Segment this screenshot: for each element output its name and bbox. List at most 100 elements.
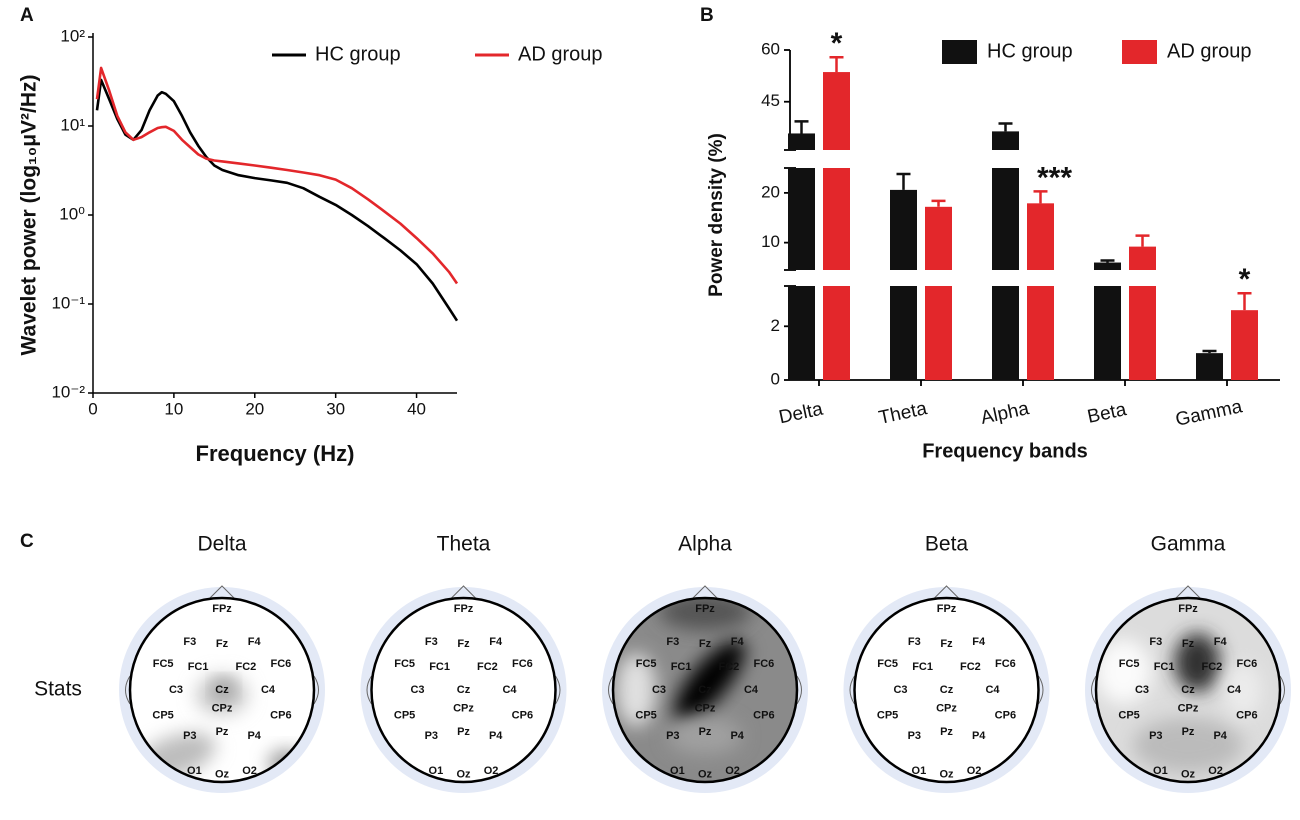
head-outline	[128, 596, 316, 784]
electrode-label: P4	[972, 730, 986, 742]
x-tick-label: Gamma	[1174, 396, 1245, 431]
electrode-label: FC1	[1154, 661, 1175, 673]
electrode-label: Cz	[1181, 684, 1195, 696]
head-nose	[449, 585, 478, 601]
electrode-label: FC5	[877, 658, 898, 670]
error-bar	[896, 172, 911, 190]
electrode-label: C3	[893, 684, 907, 696]
map-base	[371, 598, 556, 782]
electrode-label: Pz	[216, 726, 229, 738]
error-bar	[931, 199, 946, 207]
y-tick-label: 10⁰	[59, 204, 85, 223]
electrode-label: F3	[183, 636, 196, 648]
electrode-label: FPz	[454, 603, 474, 615]
map-blob	[668, 717, 742, 755]
electrode-label: Fz	[216, 638, 229, 650]
head-ear	[313, 675, 319, 705]
significance-label: ***	[1037, 161, 1072, 194]
bar	[992, 168, 1019, 270]
electrode-label: P4	[247, 730, 261, 742]
bar	[992, 131, 1019, 150]
bar	[1196, 353, 1223, 380]
electrode-label: P3	[1149, 730, 1162, 742]
electrode-label: F4	[972, 636, 986, 648]
electrode-label: P4	[730, 730, 744, 742]
map-blob	[659, 598, 751, 631]
electrode-label: CP6	[270, 710, 291, 722]
electrode-label: FC2	[1202, 661, 1223, 673]
electrode-label: C4	[1227, 684, 1242, 696]
head-ear	[608, 675, 614, 705]
y-axis-label: Power density (%)	[706, 133, 727, 297]
map-blob	[1132, 717, 1244, 773]
electrode-label: C3	[169, 684, 183, 696]
electrode-label: O1	[187, 765, 202, 777]
electrode-label: CP6	[1236, 710, 1257, 722]
bar	[992, 286, 1019, 380]
head-ear	[849, 675, 855, 705]
electrode-label: Oz	[698, 769, 713, 781]
y-tick-label: 10⁻¹	[51, 293, 85, 312]
head-outline	[1094, 596, 1282, 784]
head-nose	[932, 585, 961, 601]
map-blob	[1174, 632, 1221, 692]
topomap	[1096, 598, 1280, 782]
head-nose	[1173, 585, 1203, 601]
topomap	[613, 598, 797, 782]
error-bar	[998, 122, 1013, 132]
y-tick-label: 10¹	[60, 115, 85, 134]
electrode-label: Cz	[215, 684, 229, 696]
bar	[1027, 286, 1054, 380]
electrode-label: F3	[908, 636, 921, 648]
error-bar	[1135, 234, 1150, 247]
head-outline	[370, 596, 557, 784]
electrode-label: CP5	[1118, 710, 1139, 722]
electrode-label: CPz	[936, 702, 957, 714]
bar	[788, 168, 815, 270]
y-tick-label: 10²	[60, 26, 85, 45]
electrode-label: Pz	[457, 726, 470, 738]
map-blob	[674, 640, 746, 722]
line-series	[95, 78, 459, 322]
map-title: Beta	[925, 533, 969, 556]
x-tick-label: Delta	[777, 399, 825, 429]
error-bar	[829, 55, 844, 73]
electrode-label: FC6	[995, 658, 1016, 670]
bar	[788, 133, 815, 150]
electrode-label: C4	[985, 684, 1000, 696]
electrode-label: CPz	[1178, 702, 1199, 714]
map-title: Alpha	[678, 533, 732, 556]
bar	[1094, 286, 1121, 380]
electrode-label: C4	[744, 684, 759, 696]
bar	[1027, 203, 1054, 270]
map-blob	[1224, 662, 1262, 718]
electrode-label: F4	[1214, 636, 1228, 648]
electrode-label: O1	[429, 765, 444, 777]
x-tick-label: Alpha	[979, 398, 1031, 429]
electrode-label: C4	[261, 684, 276, 696]
electrode-label: Cz	[457, 684, 471, 696]
electrode-label: P4	[489, 730, 503, 742]
electrode-label: FC1	[188, 661, 209, 673]
x-tick-label: 30	[326, 399, 345, 418]
x-tick-label: Beta	[1086, 399, 1129, 428]
head-ear	[1038, 675, 1044, 705]
electrode-label: C3	[410, 684, 424, 696]
legend-label: AD group	[1167, 40, 1252, 62]
electrode-label: Pz	[699, 726, 712, 738]
head-ear	[125, 675, 131, 705]
error-bar	[1100, 259, 1115, 263]
electrode-label: C3	[1135, 684, 1149, 696]
panel-label: A	[20, 5, 34, 26]
electrode-label: Pz	[1182, 726, 1195, 738]
electrode-label: CP5	[877, 710, 898, 722]
electrode-label: FPz	[1178, 603, 1198, 615]
electrode-label: P3	[908, 730, 921, 742]
electrode-label: FC5	[636, 658, 657, 670]
electrode-label: CP6	[995, 710, 1016, 722]
x-tick-label: Theta	[877, 398, 929, 429]
bar	[1231, 310, 1258, 380]
electrode-label: F4	[731, 636, 745, 648]
x-tick-label: 20	[245, 399, 264, 418]
